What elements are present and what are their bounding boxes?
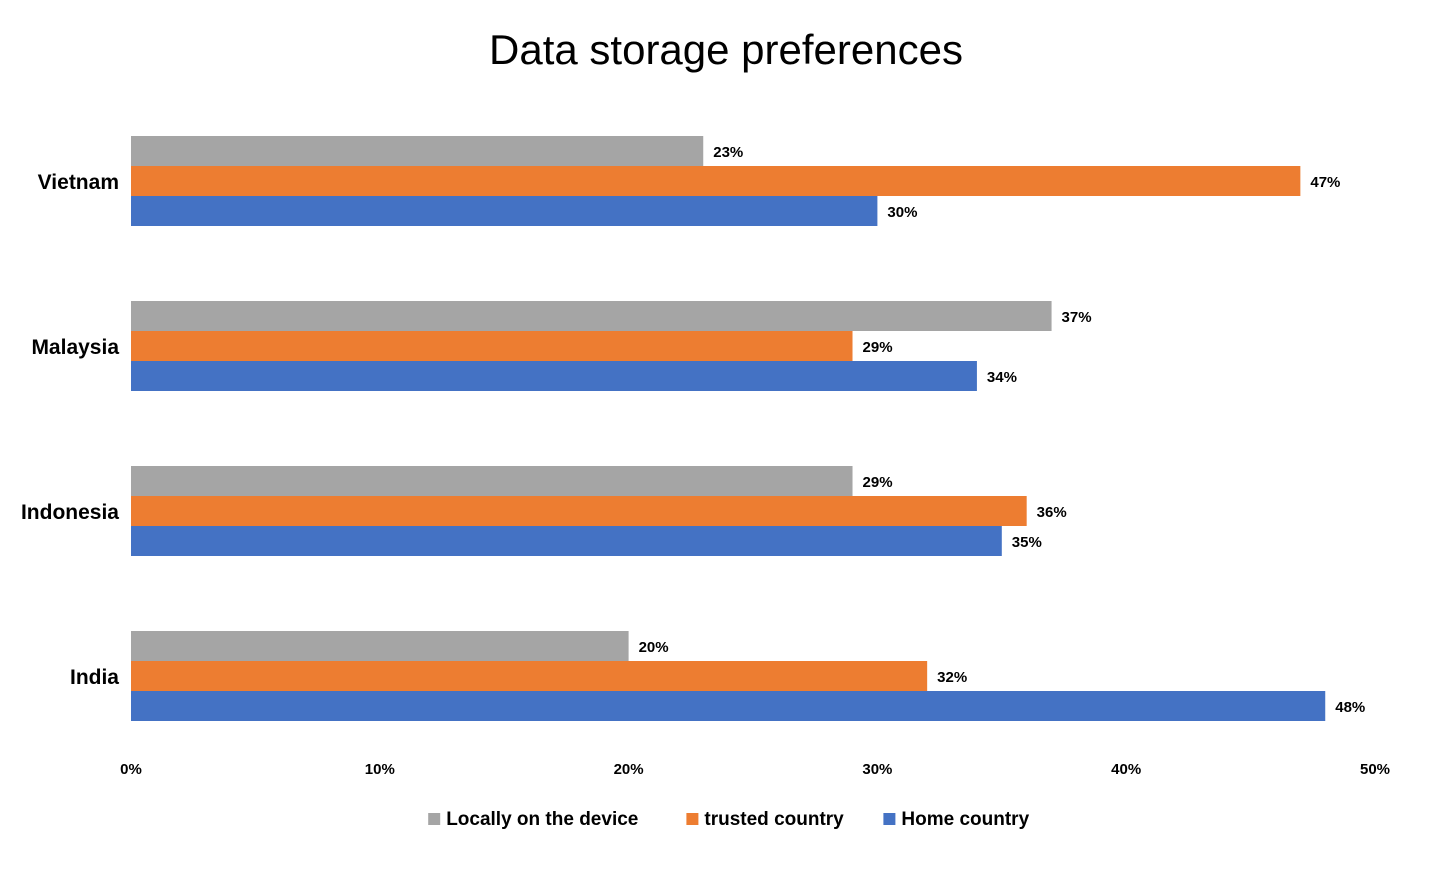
data-label: 34% — [987, 369, 1017, 386]
bar-malaysia-1 — [131, 331, 853, 361]
bar-vietnam-0 — [131, 136, 704, 166]
data-label: 47% — [1310, 174, 1340, 191]
bar-malaysia-2 — [131, 361, 977, 391]
bar-india-2 — [131, 691, 1326, 721]
x-tick-label: 50% — [1360, 761, 1390, 778]
data-label: 32% — [937, 669, 967, 686]
legend-swatch-2 — [883, 813, 896, 825]
category-label-malaysia: Malaysia — [31, 336, 119, 359]
data-label: 23% — [713, 144, 743, 161]
data-label: 48% — [1335, 699, 1365, 716]
bar-vietnam-2 — [131, 196, 878, 226]
bar-indonesia-0 — [131, 466, 853, 496]
bar-india-0 — [131, 631, 629, 661]
data-label: 37% — [1062, 309, 1092, 326]
legend-label-2: Home country — [901, 809, 1029, 830]
data-label: 36% — [1037, 504, 1067, 521]
bar-india-1 — [131, 661, 928, 691]
data-label: 29% — [863, 339, 893, 356]
x-tick-label: 0% — [120, 761, 142, 778]
legend-swatch-1 — [686, 813, 699, 825]
category-label-vietnam: Vietnam — [38, 171, 119, 194]
legend-label-0: Locally on the device — [446, 809, 638, 830]
bar-vietnam-1 — [131, 166, 1301, 196]
x-tick-label: 20% — [614, 761, 644, 778]
bar-malaysia-0 — [131, 301, 1052, 331]
legend-swatch-0 — [428, 813, 441, 825]
data-label: 20% — [639, 639, 669, 656]
legend-label-1: trusted country — [704, 809, 844, 830]
data-label: 30% — [887, 204, 917, 221]
x-tick-label: 10% — [365, 761, 395, 778]
bar-indonesia-1 — [131, 496, 1027, 526]
category-label-india: India — [70, 666, 119, 689]
x-tick-label: 40% — [1111, 761, 1141, 778]
bar-indonesia-2 — [131, 526, 1002, 556]
chart-title: Data storage preferences — [489, 26, 963, 73]
category-label-indonesia: Indonesia — [21, 501, 119, 524]
x-tick-label: 30% — [862, 761, 892, 778]
data-label: 35% — [1012, 534, 1042, 551]
data-label: 29% — [863, 474, 893, 491]
